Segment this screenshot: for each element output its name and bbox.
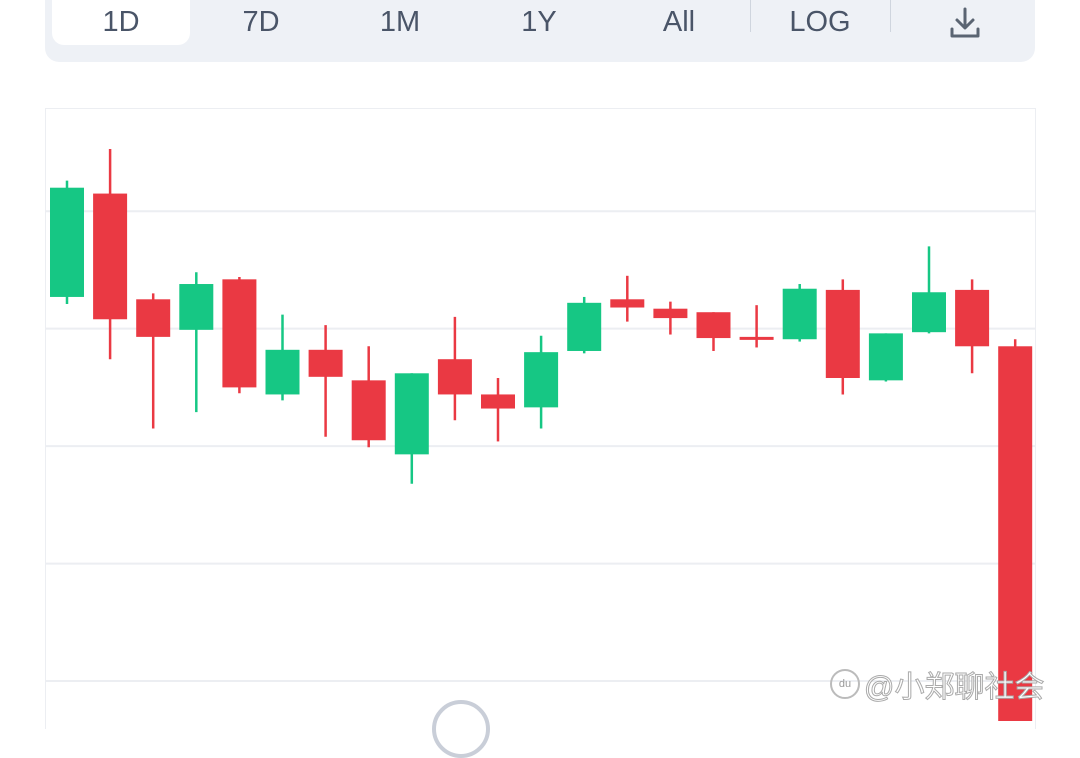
candle-body-up bbox=[782, 288, 817, 340]
candle-body-up bbox=[394, 373, 429, 455]
chart-range-handle[interactable] bbox=[432, 700, 490, 758]
candle-body-down bbox=[222, 279, 257, 388]
tab-all[interactable]: All bbox=[662, 6, 696, 38]
candle-body-down bbox=[825, 289, 860, 378]
candle-body-down bbox=[136, 299, 171, 337]
candle-body-up bbox=[868, 333, 903, 381]
candle-body-up bbox=[912, 292, 946, 333]
candle-body-down bbox=[739, 336, 774, 340]
candlestick-chart bbox=[45, 108, 1036, 729]
divider bbox=[890, 0, 891, 32]
candle-body-down bbox=[653, 308, 688, 319]
candle-body-up bbox=[50, 187, 84, 297]
watermark-text: @小郑聊社会 bbox=[863, 671, 1045, 705]
tab-1y[interactable]: 1Y bbox=[521, 6, 557, 38]
candle-body-down bbox=[696, 312, 731, 339]
candle-body-down bbox=[998, 346, 1033, 721]
candle-body-up bbox=[265, 349, 300, 395]
timeframe-toolbar: 1D 7D 1M 1Y All LOG bbox=[45, 0, 1035, 62]
candle-body-down bbox=[481, 394, 515, 409]
download-button[interactable] bbox=[896, 0, 1034, 45]
candle-body-down bbox=[351, 380, 386, 441]
candle-body-down bbox=[437, 359, 472, 395]
tab-1m[interactable]: 1M bbox=[379, 6, 421, 38]
watermark: du @小郑聊社会 bbox=[830, 662, 1045, 706]
log-scale-toggle[interactable]: LOG bbox=[789, 6, 851, 38]
download-icon bbox=[950, 7, 980, 37]
candle-body-up bbox=[567, 302, 602, 351]
tab-7d[interactable]: 7D bbox=[242, 6, 280, 38]
candle-body-up bbox=[524, 352, 559, 408]
chart-plot bbox=[46, 148, 1035, 721]
candle-body-down bbox=[955, 289, 990, 347]
candle-body-up bbox=[179, 284, 214, 330]
divider bbox=[750, 0, 751, 32]
tab-1d[interactable]: 1D bbox=[52, 0, 190, 45]
candle-body-down bbox=[308, 349, 343, 377]
candle-body-down bbox=[93, 193, 128, 320]
baidu-paw-logo: du bbox=[830, 669, 860, 699]
candle-body-down bbox=[610, 299, 645, 308]
